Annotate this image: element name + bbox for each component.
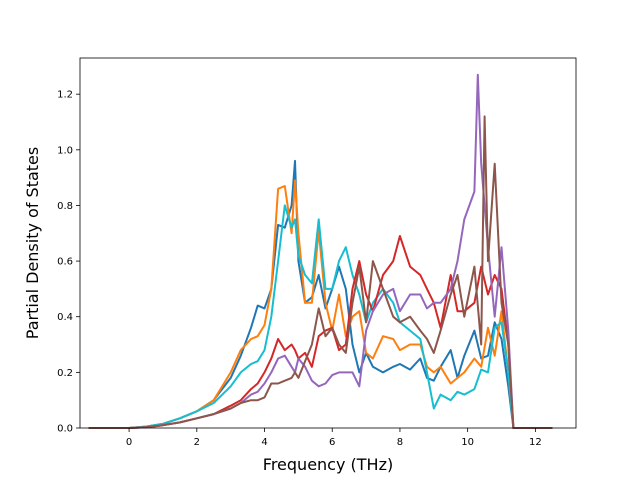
series-line-1 bbox=[88, 159, 553, 429]
y-tick-label: 0.2 bbox=[57, 368, 73, 379]
x-tick-label: 4 bbox=[261, 437, 267, 448]
plot-lines bbox=[88, 73, 553, 429]
x-axis-label: Frequency (THz) bbox=[263, 455, 393, 474]
x-tick-label: 2 bbox=[194, 437, 200, 448]
x-tick-label: 12 bbox=[529, 437, 542, 448]
x-tick-label: 8 bbox=[397, 437, 403, 448]
series-line-4 bbox=[88, 235, 553, 429]
x-tick-label: 10 bbox=[461, 437, 474, 448]
plot-frame bbox=[79, 57, 577, 429]
x-tick-label: 0 bbox=[126, 437, 132, 448]
x-tick-label: 6 bbox=[329, 437, 335, 448]
y-tick-label: 0.6 bbox=[57, 257, 73, 268]
series-line-3 bbox=[88, 204, 553, 429]
y-axis-label: Partial Density of States bbox=[23, 147, 42, 339]
x-axis-ticks: 0 2 4 6 8 10 12 bbox=[126, 428, 542, 448]
y-tick-label: 0.4 bbox=[57, 312, 73, 323]
series-line-6 bbox=[88, 115, 553, 429]
y-tick-label: 1.0 bbox=[57, 145, 73, 156]
y-tick-label: 0.8 bbox=[57, 201, 73, 212]
y-tick-label: 1.2 bbox=[57, 90, 73, 101]
y-tick-label: 0.0 bbox=[57, 424, 73, 435]
y-axis-ticks: 0.0 0.2 0.4 0.6 0.8 1.0 1.2 bbox=[57, 90, 80, 435]
